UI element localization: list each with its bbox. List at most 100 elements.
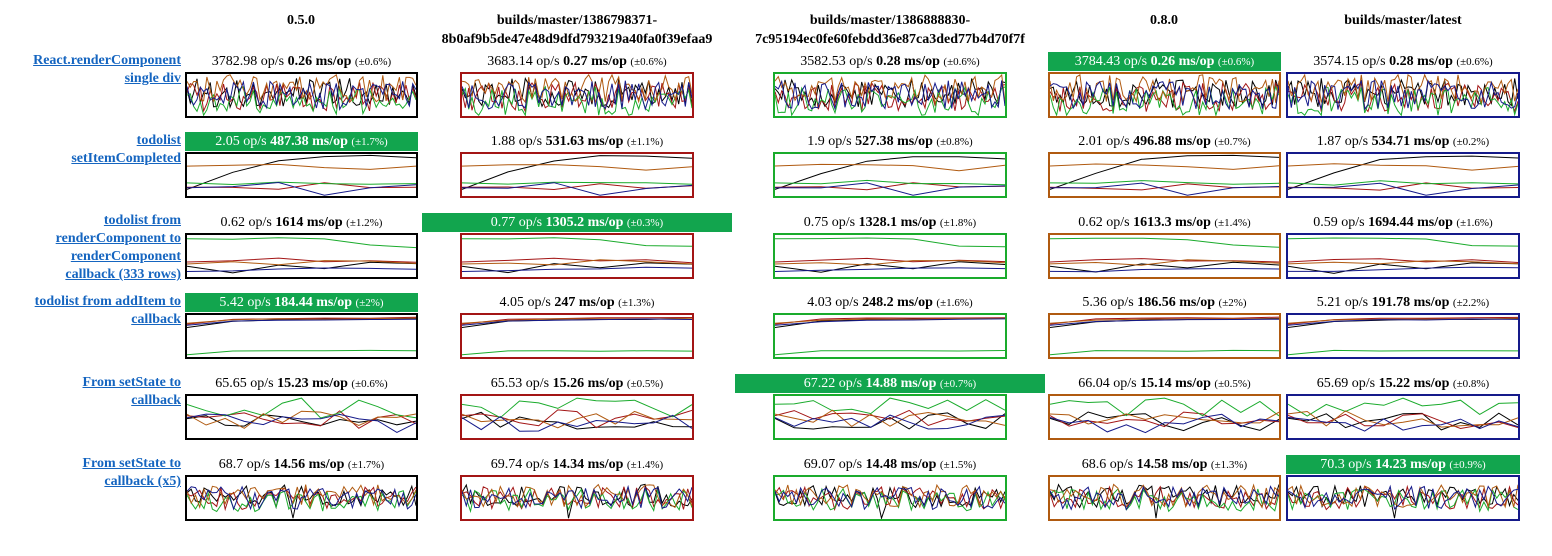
error-margin: (±2%)	[355, 297, 384, 309]
sparkline-svg	[1050, 483, 1279, 519]
row-label-line[interactable]: callback (333 rows)	[65, 267, 181, 282]
series-line-green	[775, 237, 1005, 248]
ms-value: 186.56	[1137, 295, 1176, 310]
series-line-blue	[1050, 413, 1279, 434]
row-label-line[interactable]: callback	[131, 393, 181, 408]
ms-unit: ms/op	[897, 134, 933, 149]
series-line-black	[1050, 411, 1279, 432]
series-line-blue	[1050, 182, 1279, 196]
row-label-0[interactable]: React.renderComponent single div	[0, 52, 181, 88]
row-label-5[interactable]: From setState to callback (x5)	[0, 455, 182, 491]
series-line-blue	[1288, 266, 1518, 272]
column-header-line2: 8b0af9b5de47e48d9dfd793219a40fa0f39efaa9	[441, 32, 713, 47]
ops-unit: op/s	[527, 295, 551, 310]
row-label-line[interactable]: callback (x5)	[104, 474, 181, 489]
ms-value: 531.63	[545, 134, 585, 149]
ms-unit: ms/op	[1178, 54, 1215, 69]
row-label-line[interactable]: todolist from	[103, 213, 181, 228]
sparkline-svg	[775, 74, 1005, 116]
stat-cell: 5.36 op/s 186.56 ms/op (±2%)	[1048, 293, 1281, 312]
error-margin: (±0.7%)	[1214, 136, 1251, 148]
series-line-green	[775, 85, 1005, 116]
series-line-orange	[462, 164, 692, 171]
stat-cell: 65.69 op/s 15.22 ms/op (±0.8%)	[1286, 374, 1520, 393]
stat-cell-best: 3784.43 op/s 0.26 ms/op (±0.6%)	[1048, 52, 1281, 71]
ms-unit: ms/op	[587, 134, 624, 149]
column-header-1: builds/master/1386798371- 8b0af9b5de47e48…	[377, 11, 777, 49]
ops-value: 1.87	[1316, 134, 1342, 149]
stat-cell: 0.75 op/s 1328.1 ms/op (±1.8%)	[773, 213, 1007, 232]
row-label-3[interactable]: todolist from addItem to callback	[0, 293, 181, 329]
series-line-blue	[1288, 318, 1518, 326]
ms-unit: ms/op	[312, 376, 348, 391]
sparkline-chart	[1286, 313, 1520, 359]
column-header-2: builds/master/1386888830- 7c95194ec0fe60f…	[690, 11, 1090, 49]
ms-unit: ms/op	[578, 295, 615, 310]
series-line-green	[1050, 180, 1279, 185]
series-line-blue	[1050, 267, 1279, 273]
ms-value: 1694.44	[1368, 215, 1414, 230]
stat-cell-best: 67.22 op/s 14.88 ms/op (±0.7%)	[735, 374, 1045, 393]
ms-unit: ms/op	[587, 457, 624, 472]
stat-cell: 4.03 op/s 248.2 ms/op (±1.6%)	[773, 293, 1007, 312]
ms-value: 0.26	[287, 54, 313, 69]
ms-unit: ms/op	[900, 457, 937, 472]
series-line-orange	[187, 163, 416, 170]
series-line-red	[1288, 82, 1518, 113]
stat-cell: 4.05 op/s 247 ms/op (±1.3%)	[460, 293, 694, 312]
row-label-2[interactable]: todolist from renderComponent to renderCom…	[0, 212, 181, 284]
series-line-blue	[462, 80, 692, 111]
ops-value: 69.07	[803, 457, 836, 472]
ops-value: 70.3	[1320, 457, 1345, 472]
ms-unit: ms/op	[1171, 457, 1208, 472]
row-label-line[interactable]: renderComponent	[70, 249, 181, 264]
series-line-blue	[187, 80, 416, 112]
series-line-orange	[462, 410, 692, 429]
series-line-red	[775, 257, 1005, 263]
stat-cell: 69.74 op/s 14.34 ms/op (±1.4%)	[460, 455, 694, 474]
series-line-green	[1288, 237, 1518, 247]
sparkline-chart	[460, 72, 694, 118]
row-label-line[interactable]: renderComponent to	[55, 231, 181, 246]
sparkline-chart	[1048, 152, 1281, 198]
series-line-green	[775, 397, 1005, 415]
series-line-red	[1050, 485, 1279, 511]
sparkline-svg	[1288, 237, 1518, 274]
ms-unit: ms/op	[1417, 54, 1453, 69]
row-label-line[interactable]: single div	[124, 71, 181, 86]
series-line-black	[1288, 484, 1518, 519]
series-line-green	[775, 487, 1005, 512]
series-line-orange	[462, 259, 692, 266]
row-label-line[interactable]: From setState to	[82, 375, 182, 390]
stat-cell: 3782.98 op/s 0.26 ms/op (±0.6%)	[185, 52, 418, 71]
row-label-line[interactable]: React.renderComponent	[33, 53, 181, 68]
stat-cell: 3574.15 op/s 0.28 ms/op (±0.6%)	[1286, 52, 1520, 71]
series-line-orange	[1288, 260, 1518, 265]
series-line-green	[462, 350, 692, 356]
row-label-line[interactable]: todolist from addItem to	[34, 294, 181, 309]
series-line-orange	[187, 410, 416, 429]
row-label-1[interactable]: todolist setItemCompleted	[0, 132, 181, 168]
series-line-blue	[1288, 484, 1518, 510]
ops-unit: op/s	[849, 54, 873, 69]
ms-value: 248.2	[862, 295, 894, 310]
row-label-line[interactable]: From setState to	[82, 456, 182, 471]
sparkline-chart	[185, 72, 418, 118]
error-margin: (±1.7%)	[351, 136, 388, 148]
series-line-blue	[462, 484, 692, 510]
stat-cell: 1.87 op/s 534.71 ms/op (±0.2%)	[1286, 132, 1520, 151]
stat-cell: 66.04 op/s 15.14 ms/op (±0.5%)	[1048, 374, 1281, 393]
row-label-line[interactable]: todolist	[136, 133, 181, 148]
sparkline-svg	[187, 154, 416, 196]
row-label-line[interactable]: setItemCompleted	[71, 151, 181, 166]
ms-unit: ms/op	[306, 215, 343, 230]
ms-value: 496.88	[1133, 134, 1172, 149]
error-margin: (±0.8%)	[936, 136, 973, 148]
series-line-black	[462, 411, 692, 430]
column-header-line2: 7c95194ec0fe60febdd36e87ca3ded77b4d70f7f	[755, 32, 1025, 47]
row-label-4[interactable]: From setState to callback	[0, 374, 182, 410]
sparkline-chart	[1286, 72, 1520, 118]
error-margin: (±0.6%)	[354, 56, 392, 68]
row-label-line[interactable]: callback	[131, 312, 181, 327]
stat-cell: 1.9 op/s 527.38 ms/op (±0.8%)	[773, 132, 1007, 151]
